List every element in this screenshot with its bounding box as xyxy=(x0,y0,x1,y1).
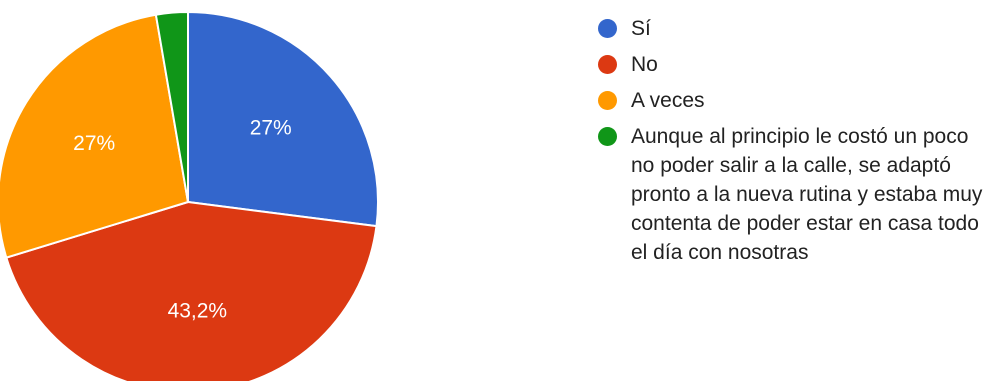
pie-slices xyxy=(0,10,379,381)
legend-dot-icon xyxy=(598,91,617,110)
legend: Sí No A veces Aunque al principio le cos… xyxy=(598,14,988,274)
slice-no[interactable] xyxy=(5,200,378,381)
legend-label: Aunque al principio le costó un poco no … xyxy=(631,125,983,264)
legend-dot-icon xyxy=(598,127,617,146)
pie-labels: 27% 43,2% 27% xyxy=(73,117,292,323)
legend-item-aunque[interactable]: Aunque al principio le costó un poco no … xyxy=(598,122,988,267)
legend-item-a-veces[interactable]: A veces xyxy=(598,86,988,115)
slice-aunque[interactable] xyxy=(154,10,189,203)
legend-dot-icon xyxy=(598,19,617,38)
slice-a-veces[interactable] xyxy=(0,13,190,259)
legend-item-si[interactable]: Sí xyxy=(598,14,988,43)
legend-item-no[interactable]: No xyxy=(598,50,988,79)
legend-label: Sí xyxy=(631,17,651,40)
legend-label: No xyxy=(631,53,658,76)
pie-chart: 27% 43,2% 27% xyxy=(0,10,379,381)
slice-value-label: 27% xyxy=(250,117,292,140)
slice-value-label: 27% xyxy=(73,132,115,155)
legend-label: A veces xyxy=(631,89,705,112)
legend-dot-icon xyxy=(598,55,617,74)
slice-si[interactable] xyxy=(187,10,379,228)
slice-value-label: 43,2% xyxy=(168,299,228,322)
